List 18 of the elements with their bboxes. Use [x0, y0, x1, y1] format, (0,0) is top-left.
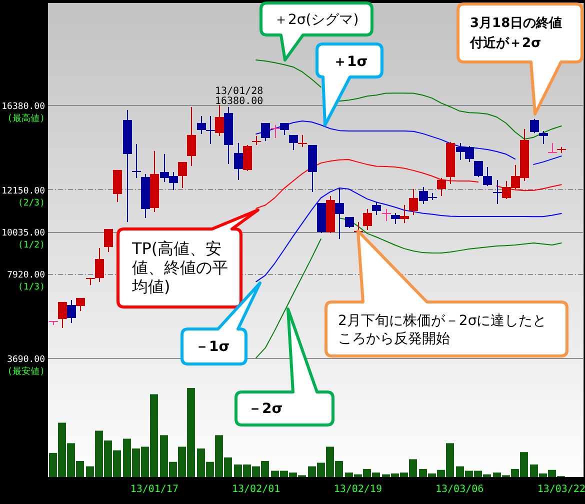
annotation: ＋1σ [333, 54, 368, 70]
annotation: 13/01/28 16380.00 [215, 86, 264, 108]
x-tick-label: 13/03/22 [537, 484, 585, 495]
y-tick-label: 12150.00 (2/3) [2, 186, 45, 208]
x-tick-label: 13/02/19 [334, 484, 382, 495]
y-tick-label: 7920.00 (1/3) [7, 270, 45, 293]
x-tick-label: 13/01/17 [130, 484, 178, 495]
annotation: ＋2σ(シグマ) [274, 12, 359, 28]
x-tick-label: 13/02/01 [232, 484, 280, 495]
y-tick-label: 16380.00 (最高値) [2, 102, 45, 124]
annotation: －1σ [195, 339, 230, 355]
annotation: 3月18日の終値付近が＋2σ [469, 16, 562, 51]
x-tick-label: 13/03/06 [436, 484, 484, 495]
y-tick-label: 3690.00 (最安値) [7, 355, 45, 377]
annotation: TP(高値、安値、終値の平均値) [131, 239, 228, 296]
annotation: －2σ [248, 401, 283, 417]
y-tick-label: 10035.00 (1/2) [2, 228, 45, 250]
annotation: 2月下旬に株価が－2σに達したところから反発開始 [338, 313, 547, 347]
